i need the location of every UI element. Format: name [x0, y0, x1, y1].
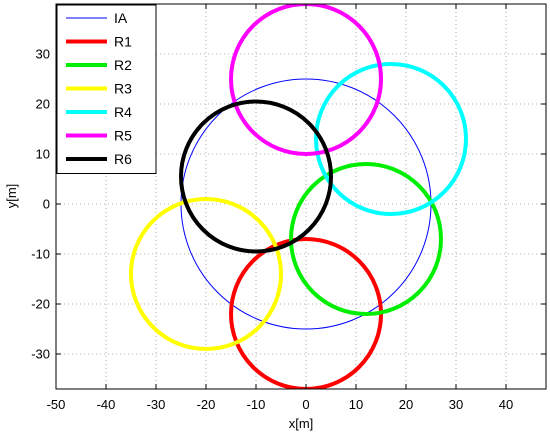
x-tick-label: -50	[47, 397, 66, 412]
x-tick-label: -10	[247, 397, 266, 412]
circle-r3	[129, 197, 283, 351]
legend-label-r3: R3	[114, 81, 132, 97]
y-tick-label: -20	[31, 297, 50, 312]
x-tick-label: -20	[197, 397, 216, 412]
grid	[56, 4, 546, 389]
x-tick-label: 0	[302, 397, 309, 412]
legend-label-r5: R5	[114, 128, 132, 144]
legend-label-ia: IA	[114, 10, 128, 26]
legend-label-r4: R4	[114, 104, 132, 120]
series-group	[129, 4, 468, 389]
x-tick-label: 20	[399, 397, 413, 412]
x-tick-label: -30	[147, 397, 166, 412]
x-tick-label: 10	[349, 397, 363, 412]
y-tick-label: 20	[36, 97, 50, 112]
plot-frame	[55, 3, 547, 390]
x-tick-label: 30	[449, 397, 463, 412]
circle-r2	[289, 162, 443, 316]
legend-label-r2: R2	[114, 57, 132, 73]
y-tick-label: 10	[36, 147, 50, 162]
ticks: -50 -40 -30 -20 -10 0 10 20 30 40 -30 -20 -10 0 10 20 30	[31, 4, 546, 412]
y-tick-label: 0	[43, 197, 50, 212]
y-tick-label: 30	[36, 47, 50, 62]
y-tick-label: -10	[31, 247, 50, 262]
legend: IA R1 R2 R3 R4 R5 R6	[56, 4, 157, 174]
legend-label-r6: R6	[114, 151, 132, 167]
circle-r6	[179, 99, 333, 254]
circle-r4	[314, 62, 468, 216]
legend-label-r1: R1	[114, 34, 132, 50]
y-tick-label: -30	[31, 347, 50, 362]
y-axis-label: y[m]	[4, 184, 19, 209]
circle-r5	[229, 4, 383, 156]
x-axis-label: x[m]	[289, 416, 314, 431]
x-tick-label: -40	[97, 397, 116, 412]
x-tick-label: 40	[499, 397, 513, 412]
